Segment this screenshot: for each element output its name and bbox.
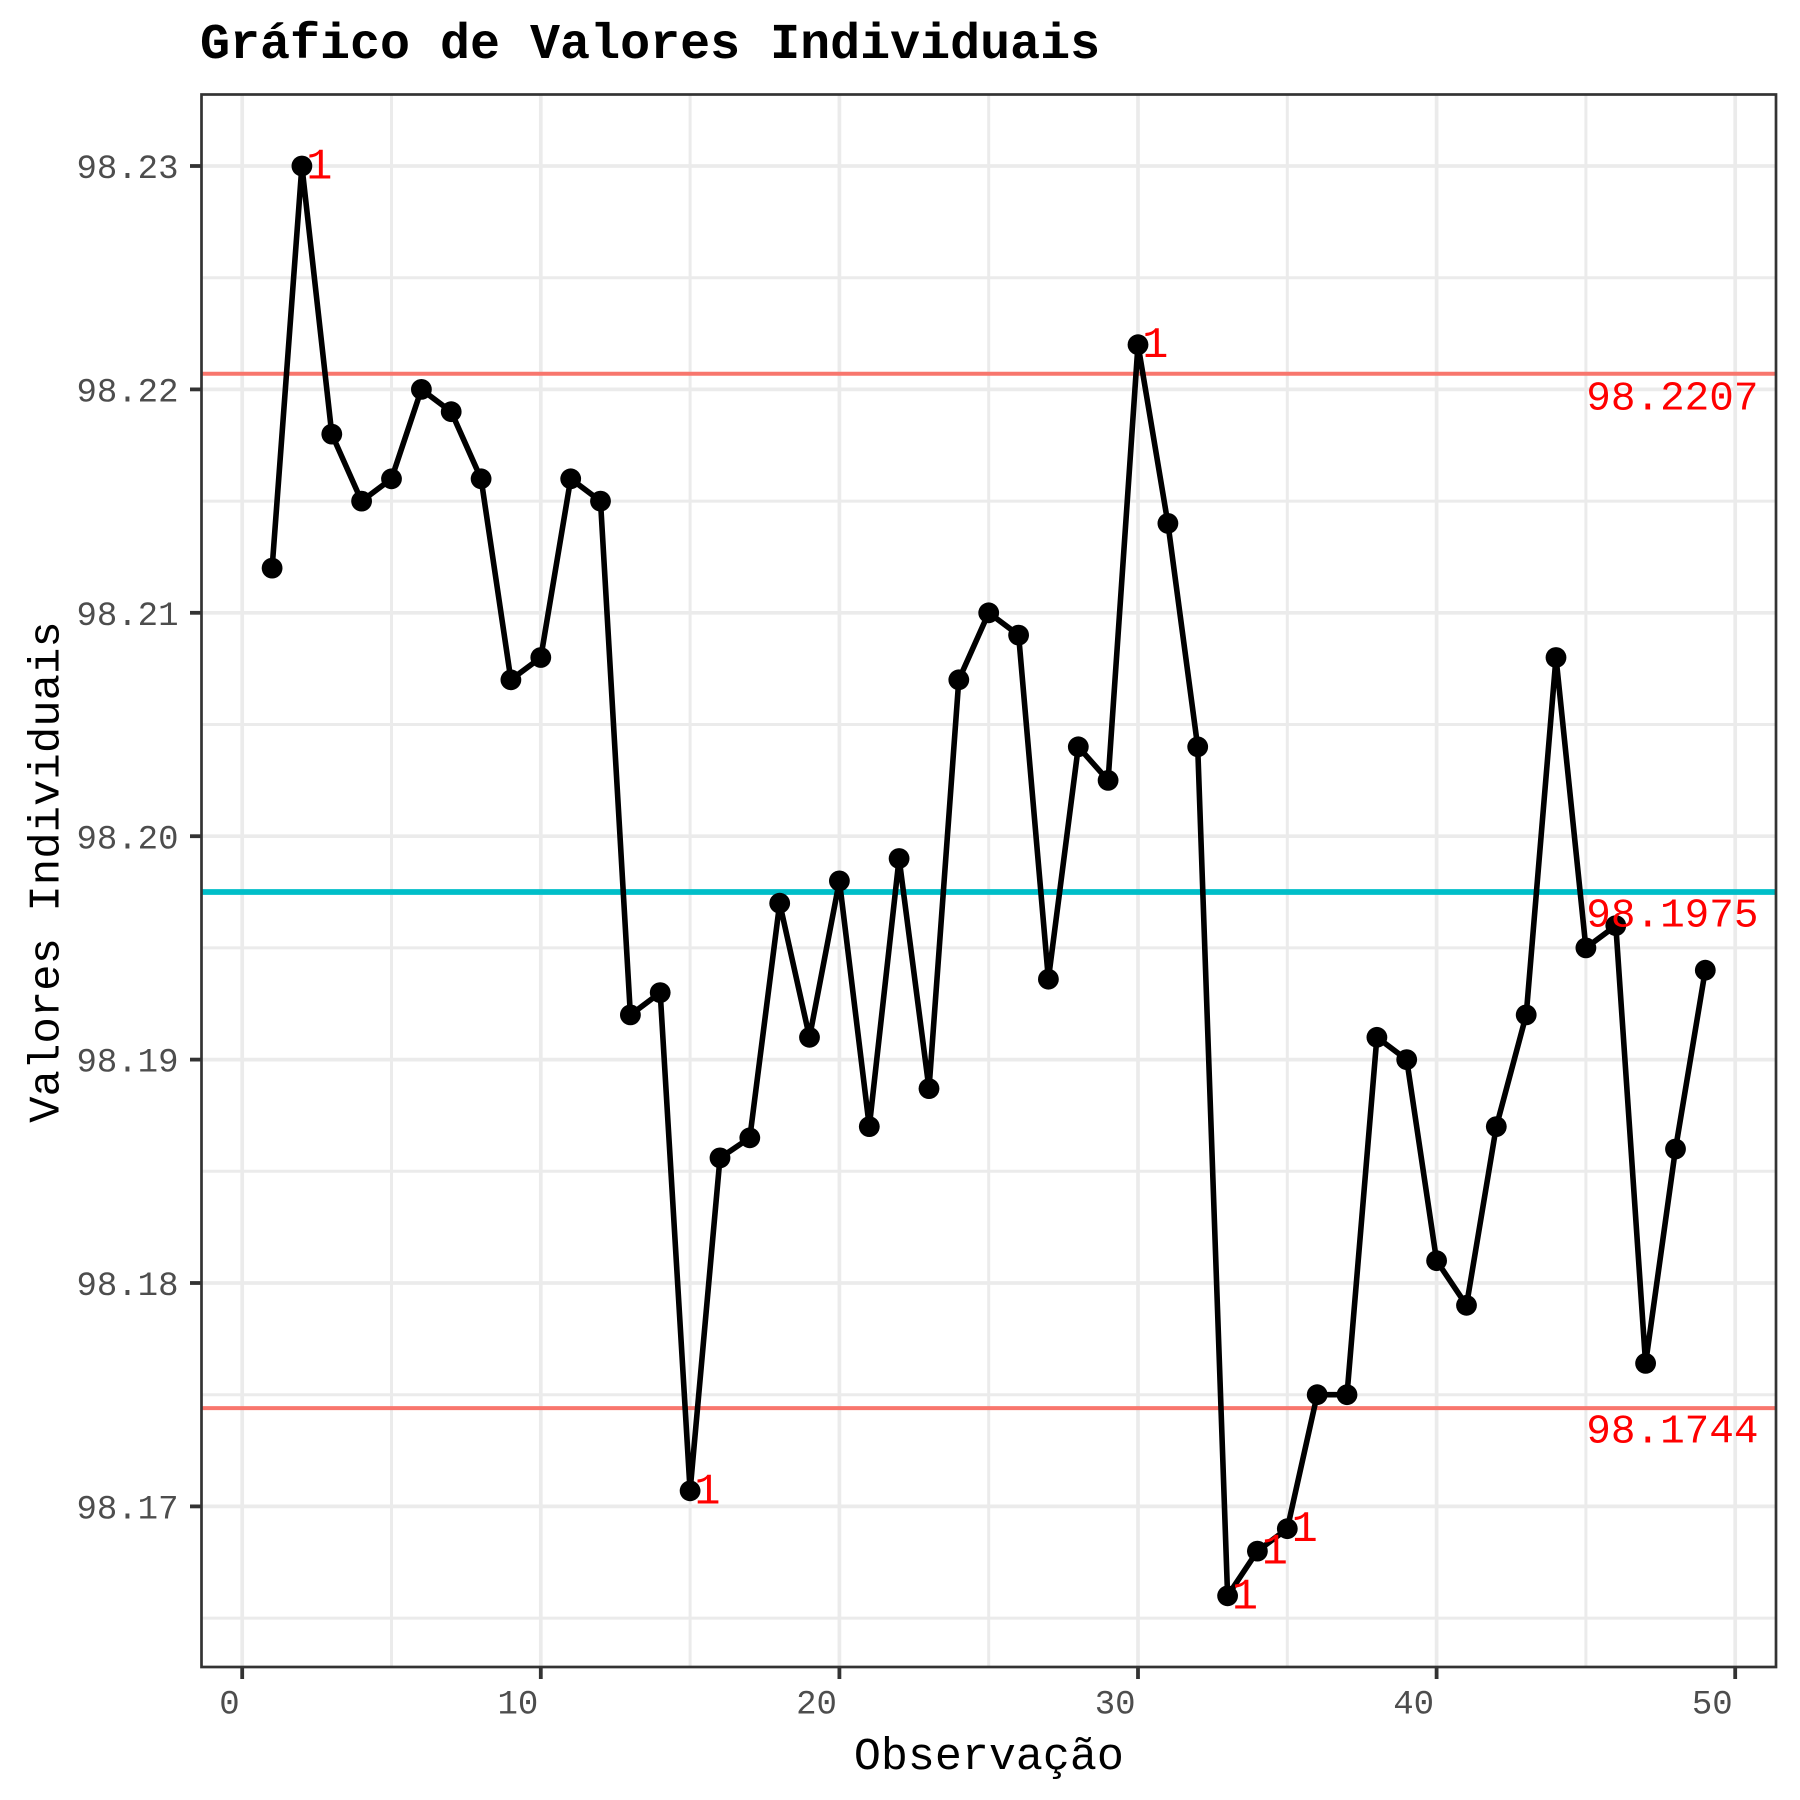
svg-text:Gráfico de Valores Individuais: Gráfico de Valores Individuais xyxy=(200,17,1100,74)
svg-text:1: 1 xyxy=(1142,322,1168,371)
svg-text:98.22: 98.22 xyxy=(76,375,178,413)
svg-text:98.2207: 98.2207 xyxy=(1586,376,1758,422)
svg-text:98.23: 98.23 xyxy=(76,151,178,189)
svg-text:Valores Individuais: Valores Individuais xyxy=(23,621,73,1123)
svg-text:1: 1 xyxy=(306,144,332,193)
svg-text:98.20: 98.20 xyxy=(76,821,178,859)
svg-text:98.18: 98.18 xyxy=(76,1268,178,1306)
svg-text:98.21: 98.21 xyxy=(76,598,178,636)
svg-text:98.17: 98.17 xyxy=(76,1492,178,1530)
svg-text:1: 1 xyxy=(1232,1573,1258,1622)
svg-text:1: 1 xyxy=(1292,1506,1318,1555)
svg-text:Observação: Observação xyxy=(854,1732,1124,1783)
svg-text:50: 50 xyxy=(1692,1687,1733,1725)
svg-text:30: 30 xyxy=(1095,1687,1136,1725)
svg-text:98.1744: 98.1744 xyxy=(1586,1410,1758,1456)
svg-text:1: 1 xyxy=(694,1468,720,1517)
svg-text:98.1975: 98.1975 xyxy=(1586,894,1758,940)
svg-text:20: 20 xyxy=(796,1687,837,1725)
svg-text:0: 0 xyxy=(219,1687,239,1725)
svg-text:98.19: 98.19 xyxy=(76,1045,178,1083)
svg-text:1: 1 xyxy=(1262,1529,1288,1578)
svg-text:10: 10 xyxy=(497,1687,538,1725)
svg-text:40: 40 xyxy=(1393,1687,1434,1725)
